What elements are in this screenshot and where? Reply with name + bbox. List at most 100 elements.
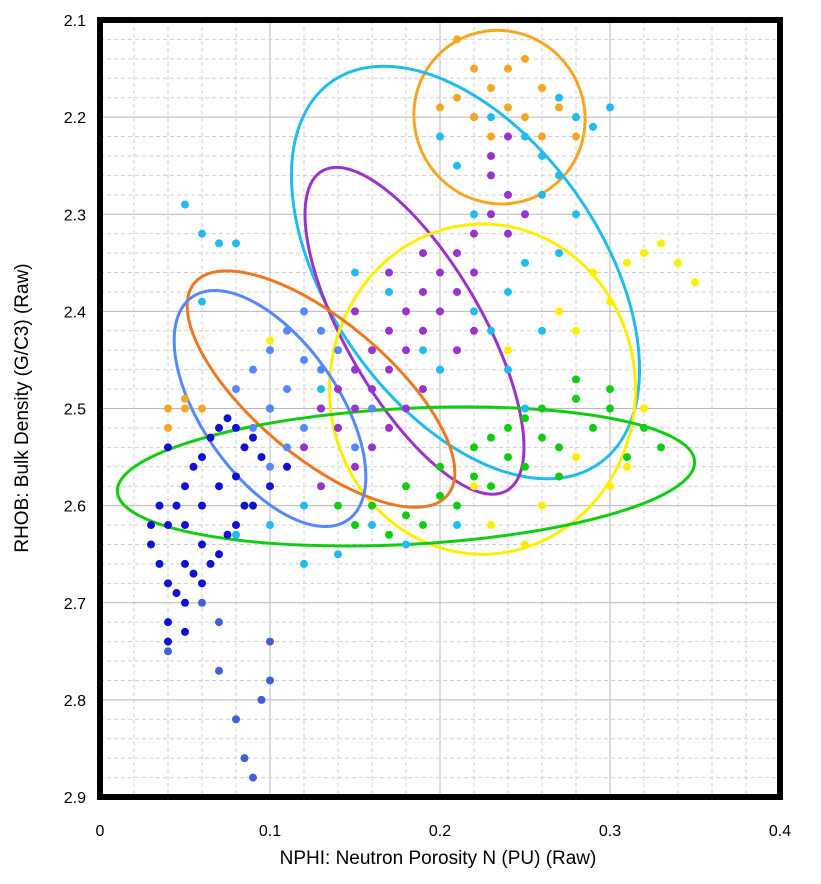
- data-point: [198, 579, 206, 588]
- data-point: [487, 151, 495, 160]
- data-point: [215, 423, 223, 432]
- data-point: [521, 54, 529, 63]
- data-point: [147, 521, 155, 530]
- data-point: [521, 258, 529, 267]
- data-point: [402, 482, 410, 491]
- data-point: [470, 472, 478, 481]
- data-point: [555, 443, 563, 452]
- data-point: [555, 472, 563, 481]
- data-point: [198, 598, 206, 607]
- x-tick-labels: 0 0.1 0.2 0.3 0.4: [96, 823, 792, 840]
- data-point: [623, 258, 631, 267]
- data-point: [470, 64, 478, 73]
- data-point: [470, 307, 478, 316]
- data-point: [504, 365, 512, 374]
- data-point: [155, 501, 164, 510]
- data-point: [351, 268, 359, 277]
- data-point: [521, 210, 529, 219]
- cluster-ellipses: [115, 28, 697, 556]
- y-tick-label: 2.4: [64, 304, 86, 321]
- data-point: [317, 404, 325, 413]
- data-point: [555, 171, 563, 180]
- data-point: [334, 385, 342, 394]
- data-point: [351, 365, 359, 374]
- data-point: [606, 482, 614, 491]
- data-point: [351, 521, 359, 530]
- data-point: [504, 346, 512, 355]
- data-point: [419, 521, 427, 530]
- data-point: [555, 93, 563, 102]
- data-point: [419, 385, 427, 394]
- data-point: [257, 695, 266, 704]
- data-point: [402, 540, 410, 549]
- data-point: [419, 346, 427, 355]
- data-point: [487, 433, 495, 442]
- y-tick-label: 2.3: [64, 207, 86, 224]
- data-point: [240, 443, 249, 452]
- data-point: [572, 375, 580, 384]
- data-point: [623, 453, 631, 462]
- data-point: [317, 326, 325, 335]
- data-point: [572, 210, 580, 219]
- data-point: [266, 404, 274, 413]
- data-point: [402, 307, 410, 316]
- data-point: [470, 326, 478, 335]
- data-point: [249, 433, 257, 442]
- data-point: [181, 482, 189, 491]
- data-point: [453, 249, 461, 258]
- data-point: [572, 326, 580, 335]
- x-tick-label: 0.4: [769, 823, 791, 840]
- data-point: [606, 385, 614, 394]
- data-point: [198, 501, 206, 510]
- data-point: [232, 423, 240, 432]
- data-point: [487, 210, 495, 219]
- data-point: [504, 190, 512, 199]
- data-point: [640, 404, 648, 413]
- data-point: [198, 404, 206, 413]
- data-point: [504, 287, 512, 296]
- data-point: [521, 540, 529, 549]
- data-point: [283, 443, 291, 452]
- data-point: [487, 83, 495, 92]
- data-point: [572, 132, 580, 141]
- data-point: [172, 501, 181, 510]
- data-point: [606, 297, 614, 306]
- data-point: [385, 365, 393, 374]
- data-point: [470, 443, 478, 452]
- data-point: [657, 239, 665, 248]
- data-point: [572, 453, 580, 462]
- data-point: [164, 637, 172, 646]
- data-point: [521, 462, 529, 471]
- data-point: [223, 530, 232, 539]
- data-point: [147, 540, 155, 549]
- data-point: [419, 326, 427, 335]
- data-point: [487, 132, 495, 141]
- data-point: [206, 433, 215, 442]
- cluster-ellipse: [303, 165, 526, 496]
- data-point: [232, 715, 240, 724]
- data-point: [300, 355, 308, 364]
- y-tick-label: 2.6: [64, 499, 86, 516]
- data-point: [555, 249, 563, 258]
- data-point: [164, 647, 172, 656]
- y-axis-title: RHOB: Bulk Density (G/C3) (Raw): [12, 263, 33, 552]
- y-tick-label: 2.2: [64, 110, 86, 127]
- data-point: [181, 559, 189, 568]
- data-point: [385, 530, 393, 539]
- data-point: [215, 666, 223, 675]
- data-point: [334, 346, 342, 355]
- data-point: [215, 239, 223, 248]
- data-point: [283, 326, 291, 335]
- data-point: [436, 462, 444, 471]
- data-point: [300, 443, 308, 452]
- data-point: [164, 423, 172, 432]
- data-point: [470, 229, 478, 238]
- data-point: [385, 326, 393, 335]
- data-point: [538, 433, 546, 442]
- data-point: [589, 423, 597, 432]
- data-point: [240, 501, 249, 510]
- y-tick-label: 2.7: [64, 596, 86, 613]
- data-point: [232, 472, 240, 481]
- data-point: [419, 287, 427, 296]
